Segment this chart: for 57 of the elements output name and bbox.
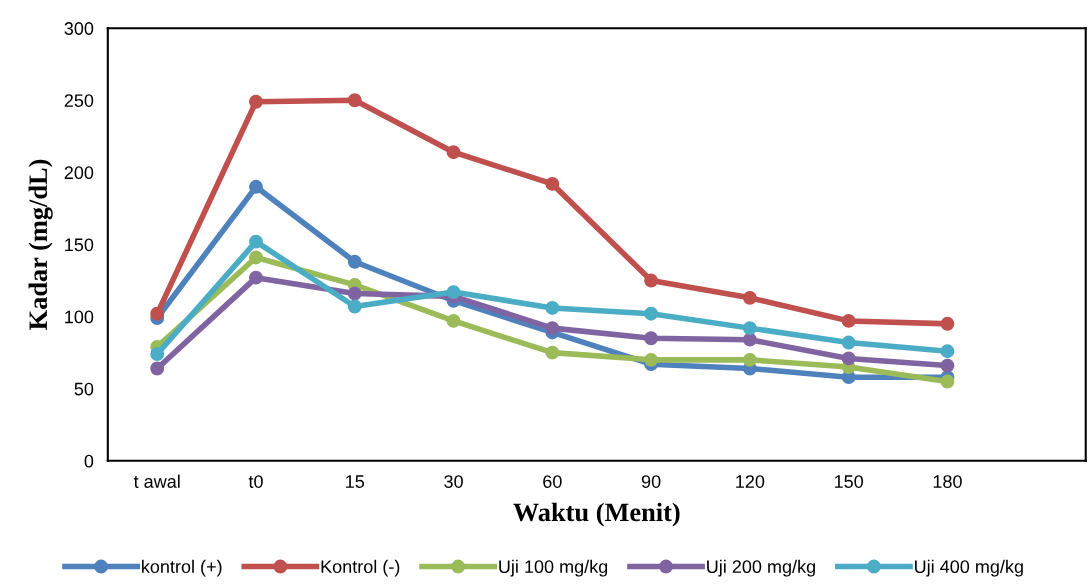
point <box>545 300 560 315</box>
x-tick-label: 15 <box>346 475 365 488</box>
y-tick-label: 100 <box>65 310 94 324</box>
point <box>150 347 165 362</box>
y-tick-label: 150 <box>65 238 94 252</box>
point <box>940 358 955 373</box>
point <box>644 331 659 346</box>
legend-label: kontrol (+) <box>142 559 222 577</box>
y-tick-label: 0 <box>84 454 94 468</box>
point <box>940 374 955 389</box>
point <box>545 321 560 336</box>
point <box>150 306 165 321</box>
y-tick-label: 300 <box>64 22 94 35</box>
legend-label: Uji 400 mg/kg <box>915 559 1023 577</box>
point <box>446 313 461 328</box>
x-tick-label: t awal <box>133 474 180 488</box>
point <box>940 316 955 331</box>
point <box>347 93 362 108</box>
point <box>545 345 560 360</box>
point <box>644 273 659 288</box>
point <box>249 234 263 249</box>
point <box>841 313 856 328</box>
y-tick-label: 50 <box>74 382 94 396</box>
point <box>742 352 757 367</box>
point <box>150 361 165 376</box>
point <box>545 176 560 191</box>
point <box>249 250 263 265</box>
point <box>347 254 362 269</box>
point <box>940 344 955 359</box>
point <box>742 332 757 347</box>
point <box>249 179 263 194</box>
point <box>742 321 757 336</box>
legend-label: Kontrol (-) <box>321 559 400 577</box>
point <box>644 306 659 321</box>
y-tick-label: 250 <box>64 94 94 107</box>
point <box>446 145 461 160</box>
point <box>841 335 856 350</box>
point <box>841 351 856 366</box>
x-tick-label: 90 <box>641 475 661 488</box>
point <box>347 286 362 301</box>
y-axis-title: Kadar (mg/dL) <box>28 159 53 330</box>
legend-label: Uji 200 mg/kg <box>707 559 815 577</box>
point <box>249 94 263 109</box>
x-tick-label: t0 <box>248 475 263 488</box>
point <box>249 270 263 285</box>
legend-label: Uji 100 mg/kg <box>499 559 608 577</box>
point <box>347 299 362 314</box>
x-tick-label: 30 <box>444 475 463 488</box>
y-tick-label: 200 <box>64 166 94 180</box>
x-tick-label: 150 <box>834 475 864 488</box>
point <box>446 285 461 300</box>
x-tick-label: 120 <box>736 475 765 488</box>
x-axis-title: Waktu (Menit) <box>513 502 680 527</box>
point <box>644 352 659 367</box>
x-tick-label: 180 <box>933 475 962 488</box>
x-tick-label: 60 <box>543 475 562 488</box>
point <box>742 290 757 305</box>
